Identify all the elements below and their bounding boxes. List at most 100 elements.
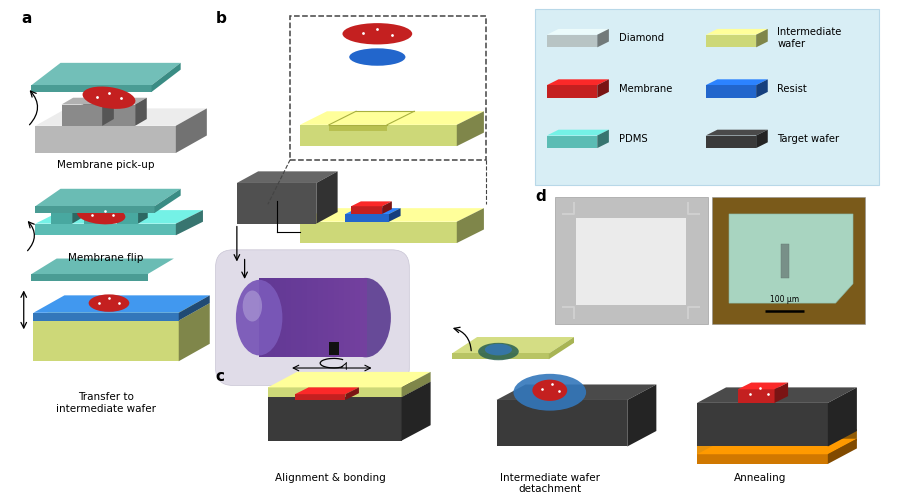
Polygon shape xyxy=(346,214,389,222)
Polygon shape xyxy=(828,429,857,456)
Polygon shape xyxy=(33,303,210,320)
Polygon shape xyxy=(828,438,857,464)
Polygon shape xyxy=(316,172,338,224)
FancyBboxPatch shape xyxy=(216,250,410,386)
Text: Membrane pick-up: Membrane pick-up xyxy=(58,160,155,170)
Ellipse shape xyxy=(83,86,135,109)
FancyBboxPatch shape xyxy=(536,8,879,185)
Ellipse shape xyxy=(349,48,405,66)
Polygon shape xyxy=(598,80,609,98)
Polygon shape xyxy=(237,183,316,224)
Polygon shape xyxy=(51,206,72,224)
Polygon shape xyxy=(84,206,105,224)
Bar xyxy=(339,278,346,357)
Polygon shape xyxy=(775,382,788,403)
Text: Annealing: Annealing xyxy=(734,472,787,482)
Polygon shape xyxy=(328,125,387,130)
Polygon shape xyxy=(729,214,853,303)
Bar xyxy=(350,278,356,357)
Text: Diamond: Diamond xyxy=(618,33,663,43)
Polygon shape xyxy=(738,382,788,390)
Text: Membrane: Membrane xyxy=(618,84,672,94)
Bar xyxy=(291,278,297,357)
Polygon shape xyxy=(32,258,174,274)
Ellipse shape xyxy=(88,294,130,312)
Polygon shape xyxy=(35,210,203,224)
Bar xyxy=(345,278,351,357)
Bar xyxy=(360,278,366,357)
Polygon shape xyxy=(452,337,574,353)
Polygon shape xyxy=(268,397,401,440)
Polygon shape xyxy=(81,98,113,104)
Polygon shape xyxy=(51,200,82,206)
Text: c: c xyxy=(216,369,225,384)
Polygon shape xyxy=(401,382,430,440)
Polygon shape xyxy=(697,388,857,403)
Polygon shape xyxy=(547,29,609,34)
Polygon shape xyxy=(547,136,598,148)
Bar xyxy=(281,278,287,357)
Polygon shape xyxy=(35,189,181,206)
Polygon shape xyxy=(706,130,768,136)
Polygon shape xyxy=(697,444,828,456)
Ellipse shape xyxy=(343,23,412,44)
Polygon shape xyxy=(627,384,656,446)
Polygon shape xyxy=(32,63,181,85)
Bar xyxy=(302,278,308,357)
Polygon shape xyxy=(268,372,430,388)
Bar xyxy=(356,278,362,357)
Bar xyxy=(286,278,292,357)
Ellipse shape xyxy=(236,280,283,355)
Polygon shape xyxy=(105,200,115,224)
Polygon shape xyxy=(706,29,768,34)
Bar xyxy=(712,196,865,324)
Polygon shape xyxy=(155,189,181,213)
Text: Resist: Resist xyxy=(778,84,807,94)
Polygon shape xyxy=(756,29,768,48)
Bar xyxy=(307,278,313,357)
Polygon shape xyxy=(113,98,147,104)
Polygon shape xyxy=(452,354,549,360)
Polygon shape xyxy=(32,274,148,281)
Ellipse shape xyxy=(243,290,262,322)
Bar xyxy=(275,278,282,357)
Polygon shape xyxy=(83,98,94,126)
Polygon shape xyxy=(389,208,400,222)
Polygon shape xyxy=(179,303,210,361)
Polygon shape xyxy=(351,202,392,206)
Ellipse shape xyxy=(485,344,512,356)
Polygon shape xyxy=(176,108,207,153)
Polygon shape xyxy=(94,98,128,104)
Polygon shape xyxy=(706,85,756,98)
Polygon shape xyxy=(268,382,430,397)
Polygon shape xyxy=(33,296,210,313)
Polygon shape xyxy=(346,388,359,400)
Polygon shape xyxy=(706,136,756,148)
Bar xyxy=(296,278,302,357)
Polygon shape xyxy=(35,126,176,153)
Bar xyxy=(334,278,340,357)
Polygon shape xyxy=(237,172,338,183)
Polygon shape xyxy=(457,208,484,243)
Bar xyxy=(270,278,276,357)
Polygon shape xyxy=(61,98,94,104)
Text: PDMS: PDMS xyxy=(618,134,647,144)
Polygon shape xyxy=(547,130,609,136)
Polygon shape xyxy=(32,85,151,92)
Bar xyxy=(323,278,329,357)
Polygon shape xyxy=(103,98,113,126)
Polygon shape xyxy=(706,80,768,85)
Text: a: a xyxy=(22,10,32,26)
Bar xyxy=(554,196,707,324)
Ellipse shape xyxy=(77,206,125,225)
Polygon shape xyxy=(176,210,203,236)
Polygon shape xyxy=(497,400,627,446)
Polygon shape xyxy=(547,85,598,98)
Ellipse shape xyxy=(532,380,567,401)
Bar xyxy=(781,244,789,278)
Text: Membrane flip: Membrane flip xyxy=(68,252,144,262)
Polygon shape xyxy=(697,429,857,444)
Polygon shape xyxy=(300,208,484,222)
Polygon shape xyxy=(697,438,857,454)
Polygon shape xyxy=(598,29,609,48)
